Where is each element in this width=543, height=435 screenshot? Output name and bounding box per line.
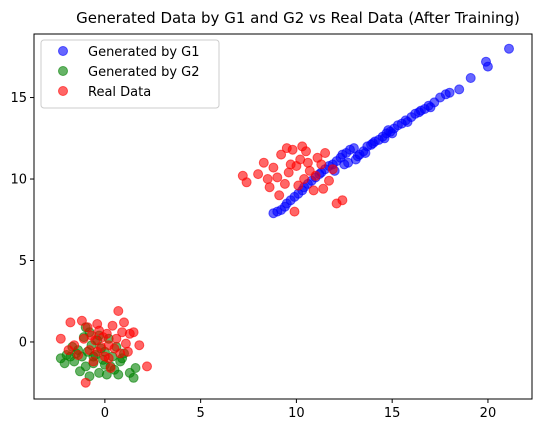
data-point-real-data <box>268 162 279 173</box>
x-tick-label: 20 <box>480 406 497 421</box>
data-point-generated-by-g1 <box>348 143 359 154</box>
data-point-real-data <box>253 169 264 180</box>
data-point-real-data <box>293 180 304 191</box>
data-point-real-data <box>308 185 319 196</box>
legend-box <box>40 39 220 109</box>
data-point-real-data <box>128 327 139 338</box>
data-point-real-data <box>76 315 87 326</box>
data-point-real-data <box>289 206 300 217</box>
data-point-generated-by-g1 <box>504 43 514 54</box>
data-point-real-data <box>279 178 290 189</box>
data-point-real-data <box>65 317 76 328</box>
data-point-real-data <box>302 157 313 168</box>
data-point-real-data <box>107 320 118 331</box>
data-point-generated-by-g1 <box>482 61 493 72</box>
data-point-real-data <box>283 167 294 178</box>
data-point-real-data <box>119 317 129 328</box>
data-point-real-data <box>310 170 321 181</box>
data-point-real-data <box>299 174 310 184</box>
data-point-real-data <box>274 190 285 201</box>
data-point-real-data <box>134 340 145 351</box>
data-point-real-data <box>241 177 252 188</box>
data-point-real-data <box>103 353 114 364</box>
data-point-real-data <box>316 159 327 170</box>
x-tick-label: 10 <box>288 406 305 421</box>
data-point-real-data <box>264 182 275 193</box>
data-point-generated-by-g1 <box>360 148 371 158</box>
data-point-generated-by-g2 <box>113 369 124 380</box>
data-point-real-data <box>272 172 283 183</box>
data-point-generated-by-g1 <box>425 102 436 113</box>
data-point-real-data <box>327 164 338 175</box>
data-point-real-data <box>111 333 122 344</box>
data-point-real-data <box>258 157 269 168</box>
y-tick-label: 0 <box>19 335 27 350</box>
data-point-real-data <box>101 328 112 339</box>
y-tick-label: 15 <box>10 91 27 106</box>
data-point-real-data <box>122 346 133 357</box>
data-point-real-data <box>105 363 116 373</box>
data-point-generated-by-g1 <box>343 157 354 168</box>
data-point-real-data <box>318 183 329 194</box>
data-point-generated-by-g2 <box>130 363 141 373</box>
legend: Generated by G1 Generated by G2 Real Data <box>40 39 220 109</box>
axis-ticks: 0 5 10 15 20 0 5 10 15 <box>10 91 496 421</box>
data-point-real-data <box>337 195 348 206</box>
data-point-generated-by-g2 <box>128 372 139 383</box>
data-point-real-data <box>262 174 273 184</box>
y-tick-label: 5 <box>19 254 27 269</box>
data-point-generated-by-g1 <box>454 84 465 95</box>
plot-area <box>33 33 533 400</box>
data-point-generated-by-g1 <box>465 73 476 83</box>
chart-title: Generated Data by G1 and G2 vs Real Data… <box>76 9 520 27</box>
x-tick-label: 0 <box>101 406 109 421</box>
data-point-generated-by-g1 <box>444 87 455 98</box>
data-point-real-data <box>92 319 103 329</box>
legend-marker <box>58 46 68 56</box>
data-point-real-data <box>113 306 124 316</box>
legend-label: Generated by G1 <box>88 45 200 60</box>
y-tick-label: 10 <box>10 173 27 188</box>
legend-marker <box>58 66 68 76</box>
data-point-real-data <box>82 322 93 333</box>
legend-label: Generated by G2 <box>88 65 200 80</box>
data-point-generated-by-g1 <box>383 125 394 136</box>
data-point-real-data <box>73 350 84 360</box>
data-point-generated-by-g1 <box>402 117 413 127</box>
data-point-generated-by-g1 <box>415 105 426 116</box>
data-point-generated-by-g1 <box>368 138 378 149</box>
data-point-real-data <box>324 175 334 186</box>
legend-marker <box>58 86 68 96</box>
data-point-generated-by-g1 <box>379 133 390 144</box>
data-point-real-data <box>63 345 74 356</box>
data-point-real-data <box>281 143 292 154</box>
data-point-real-data <box>120 338 131 349</box>
points-layer <box>55 43 514 388</box>
x-tick-label: 15 <box>384 406 401 421</box>
data-point-real-data <box>55 333 66 344</box>
data-point-real-data <box>297 141 308 152</box>
data-point-real-data <box>285 159 296 170</box>
x-tick-label: 5 <box>196 406 204 421</box>
data-point-real-data <box>80 377 91 388</box>
legend-label: Real Data <box>88 85 151 100</box>
data-point-real-data <box>142 361 152 372</box>
data-point-real-data <box>320 148 331 158</box>
data-point-real-data <box>88 356 99 367</box>
data-point-real-data <box>276 149 287 160</box>
